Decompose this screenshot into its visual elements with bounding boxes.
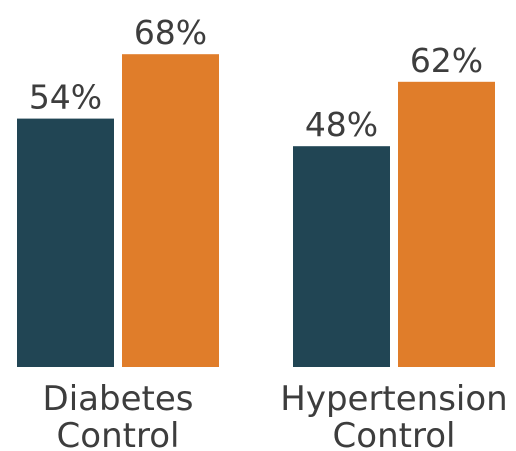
- value-label-1-2: 68%: [134, 13, 207, 52]
- category-label-1-line-2: Control: [57, 416, 180, 451]
- value-label-2-2: 62%: [410, 41, 483, 80]
- bar-2-1: [293, 146, 390, 367]
- category-label-1-line-1: Diabetes: [43, 379, 194, 419]
- category-label-2-line-1: Hypertension: [280, 379, 507, 419]
- bar-1-2: [122, 54, 219, 367]
- bar-group: [17, 54, 495, 368]
- value-label-2-1: 48%: [305, 105, 378, 144]
- value-label-1-1: 54%: [29, 78, 102, 117]
- bar-2-2: [398, 81, 495, 368]
- category-label-2-line-2: Control: [333, 416, 456, 451]
- bar-1-1: [17, 118, 114, 367]
- value-label-group: 54% 68% 48% 62%: [29, 13, 483, 144]
